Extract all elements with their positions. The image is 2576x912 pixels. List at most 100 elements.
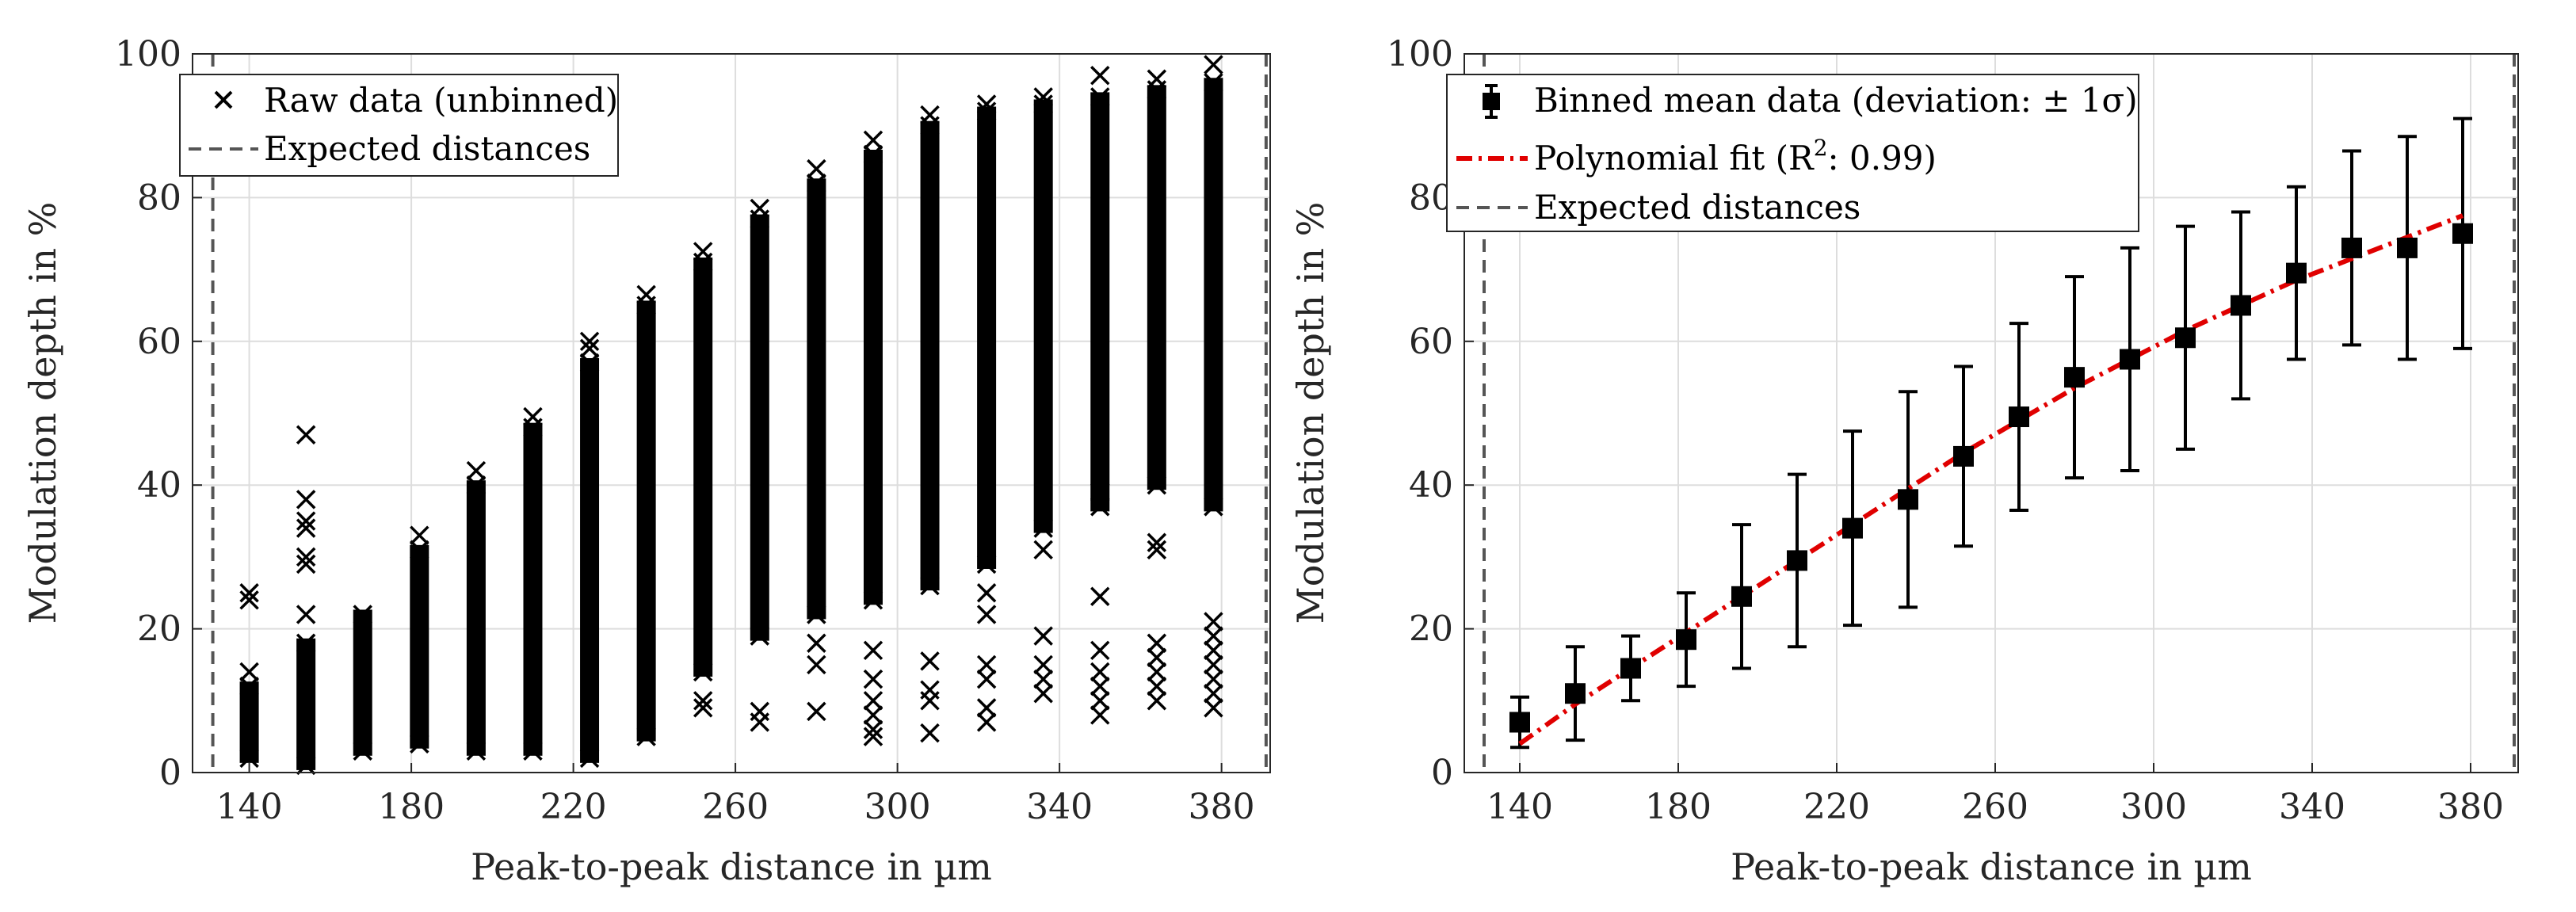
- left-raw-outlier-marker: [1090, 691, 1110, 711]
- left-raw-outlier-marker: [920, 680, 940, 700]
- left-raw-outlier-marker: [296, 425, 316, 445]
- right-binned-mean-marker: [1676, 629, 1696, 651]
- left-raw-column-bottom-marker: [239, 748, 259, 769]
- right-plot-frame: [1464, 53, 2519, 773]
- left-raw-outlier-marker: [976, 712, 997, 732]
- left-y-tick-label: 60: [137, 322, 181, 362]
- left-legend-raw-marker: [214, 90, 233, 109]
- left-y-tick-label: 0: [159, 753, 181, 793]
- left-raw-outlier-marker: [636, 284, 656, 305]
- left-raw-column-band: [580, 358, 600, 763]
- left-raw-outlier-marker: [239, 590, 259, 610]
- left-raw-outlier-marker: [1204, 683, 1223, 704]
- left-raw-outlier-marker: [1147, 662, 1167, 682]
- right-binned-mean-marker: [1731, 586, 1752, 607]
- left-raw-column-top-marker: [579, 353, 600, 373]
- left-raw-column-band: [523, 422, 543, 756]
- left-raw-outlier-marker: [1090, 705, 1110, 725]
- right-y-axis-label: Modulation depth in %: [1289, 202, 1332, 624]
- right-y-tick-label: 40: [1409, 465, 1453, 506]
- left-raw-outlier-marker: [863, 705, 883, 725]
- left-raw-outlier-marker: [750, 701, 770, 722]
- left-raw-column-band: [296, 638, 316, 770]
- left-raw-outlier-marker: [410, 525, 429, 545]
- left-raw-outlier-marker: [239, 662, 259, 682]
- left-raw-outlier-marker: [750, 198, 770, 219]
- left-raw-column-band: [1147, 85, 1166, 490]
- left-raw-outlier-marker: [976, 583, 997, 603]
- right-binned-mean-marker: [2009, 406, 2029, 428]
- left-raw-outlier-marker: [976, 94, 997, 114]
- right-binned-mean-marker: [1953, 445, 1974, 467]
- left-y-tick-label: 20: [137, 609, 181, 650]
- left-x-tick-label: 380: [1189, 787, 1255, 827]
- left-x-tick-label: 260: [702, 787, 769, 827]
- left-raw-outlier-marker: [920, 651, 940, 671]
- left-raw-column-top-marker: [296, 633, 316, 653]
- left-raw-column-band: [920, 120, 940, 591]
- left-raw-outlier-marker: [1204, 698, 1223, 718]
- right-y-tick-label: 20: [1409, 609, 1453, 650]
- left-raw-outlier-marker: [1204, 612, 1223, 632]
- right-y-tick-label: 0: [1431, 753, 1453, 793]
- left-y-axis-label: Modulation depth in %: [21, 202, 64, 624]
- left-raw-outlier-marker: [863, 669, 883, 689]
- left-raw-outlier-marker: [296, 511, 316, 531]
- left-raw-column-bottom-marker: [920, 575, 940, 596]
- right-x-tick-label: 260: [1962, 787, 2028, 827]
- right-binned-mean-marker: [1565, 683, 1586, 704]
- left-raw-column-top-marker: [976, 101, 997, 121]
- left-expected-distance-lines: [211, 54, 1268, 773]
- left-raw-outlier-marker: [1204, 669, 1223, 689]
- right-binned-mean-marker: [2286, 262, 2307, 284]
- left-raw-column-band: [693, 258, 713, 677]
- right-binned-mean-markers: [1509, 223, 2473, 733]
- left-raw-column-band: [353, 609, 372, 756]
- left-x-tick-label: 180: [378, 787, 445, 827]
- left-raw-outlier-marker: [920, 723, 940, 743]
- left-raw-outlier-marker: [1090, 483, 1110, 502]
- left-raw-column-bottom-marker: [1033, 518, 1053, 538]
- left-y-ticks: 0 20 40 60 80 100: [115, 34, 202, 793]
- left-raw-outlier-marker: [239, 583, 259, 603]
- left-raw-outlier-marker: [1090, 65, 1110, 86]
- left-legend-expected-label: Expected distances: [264, 129, 590, 168]
- left-raw-column-bottom-marker: [523, 741, 543, 761]
- left-raw-outlier-marker: [863, 727, 883, 746]
- right-x-tick-label: 380: [2437, 787, 2504, 827]
- right-x-tick-label: 140: [1486, 787, 1553, 827]
- left-raw-column-bottom-marker: [410, 734, 429, 754]
- left-raw-outlier-marker: [1033, 683, 1053, 704]
- left-raw-outlier-marker: [976, 654, 997, 675]
- left-raw-outlier-marker: [1090, 676, 1110, 696]
- left-raw-outlier-marker: [1147, 532, 1167, 552]
- left-raw-column-bottom-marker: [976, 554, 997, 574]
- right-binned-mean-marker: [1898, 489, 1918, 510]
- left-raw-outlier-marker: [579, 338, 600, 359]
- left-plot-frame: [192, 53, 1271, 773]
- left-raw-column-band: [750, 214, 769, 641]
- left-raw-column-band: [636, 300, 656, 742]
- left-raw-column-bottom-marker: [466, 741, 487, 761]
- right-x-axis-label: Peak-to-peak distance in µm: [1731, 845, 2252, 888]
- left-raw-column-top-marker: [807, 174, 826, 193]
- right-binned-mean-marker: [1509, 712, 1530, 733]
- left-raw-column-band: [239, 681, 259, 763]
- left-raw-outlier-marker: [1147, 647, 1167, 668]
- left-raw-data-markers: [239, 55, 1223, 776]
- right-binned-mean-marker: [1842, 517, 1863, 539]
- right-x-tick-label: 300: [2120, 787, 2187, 827]
- left-raw-outlier-marker: [296, 518, 316, 538]
- left-raw-outlier-marker: [1147, 691, 1167, 711]
- left-raw-outlier-marker: [296, 605, 316, 624]
- left-raw-outlier-marker: [1090, 662, 1110, 682]
- left-raw-outlier-marker: [863, 691, 883, 711]
- right-fit-curve: [1518, 213, 2464, 746]
- right-x-tick-label: 340: [2279, 787, 2345, 827]
- right-polynomial-fit: [1518, 213, 2464, 746]
- left-raw-column-bottom-marker: [1090, 497, 1110, 517]
- left-raw-outlier-marker: [1204, 626, 1223, 646]
- right-x-tick-label: 180: [1645, 787, 1712, 827]
- right-legend-fit-suffix: : 0.99): [1828, 139, 1937, 177]
